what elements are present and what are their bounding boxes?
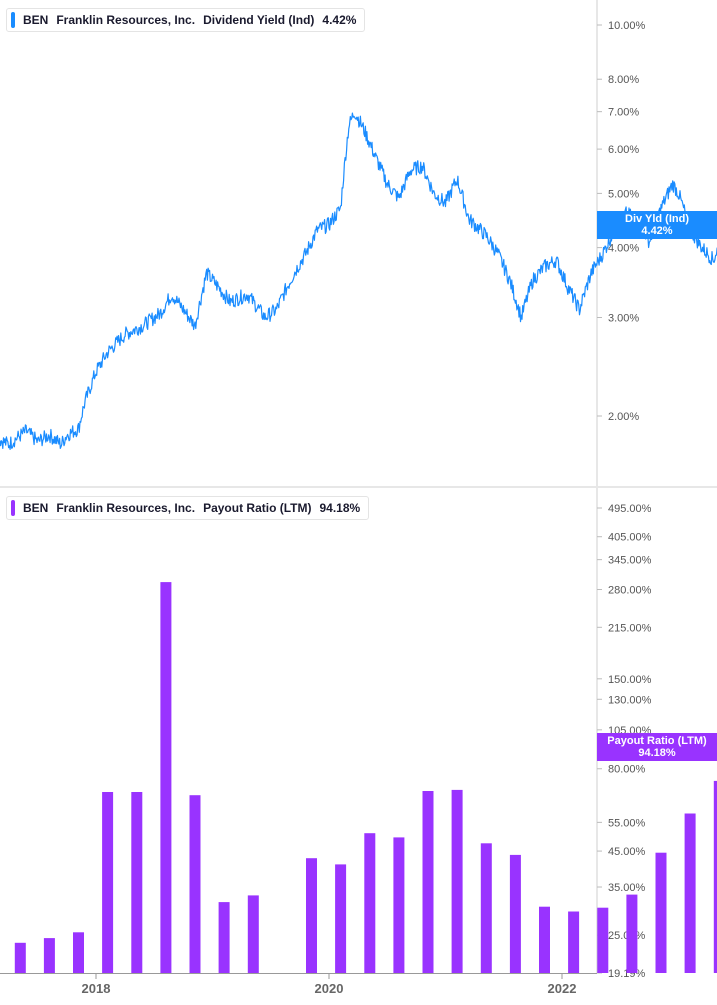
yield-swatch — [11, 12, 15, 28]
payout-tick-label: 150.00% — [608, 674, 652, 686]
yield-axis: 10.00% 8.00% 7.00% 6.00% 5.00% 4.00% 3.00% 2.00… — [0, 0, 717, 488]
legend-metric: Payout Ratio (LTM) — [203, 501, 312, 515]
yield-tag-value: 4.42% — [641, 225, 673, 237]
payout-bar — [451, 789, 463, 973]
payout-bar — [422, 791, 434, 973]
yield-tick-label: 2.00% — [608, 411, 639, 423]
payout-bar — [189, 795, 201, 973]
payout-tick-label: 130.00% — [608, 694, 652, 706]
payout-bar — [393, 837, 405, 973]
payout-bar — [218, 902, 230, 973]
payout-bar — [597, 907, 609, 973]
payout-axis: 495.00% 405.00% 345.00% 280.00% 215.00% 150.0… — [596, 488, 652, 980]
payout-bar — [131, 792, 143, 973]
legend-value: 4.42% — [322, 13, 357, 27]
yield-series-line — [0, 112, 717, 450]
payout-bar — [626, 894, 638, 973]
legend-company: Franklin Resources, Inc. — [56, 501, 196, 515]
legend-value: 94.18% — [319, 501, 361, 515]
legend-metric: Dividend Yield (Ind) — [203, 13, 315, 27]
legend-ticker: BEN — [23, 501, 49, 515]
x-tick-label: 2018 — [82, 981, 111, 996]
legend-company: Franklin Resources, Inc. — [56, 13, 196, 27]
x-tick-label: 2022 — [548, 981, 577, 996]
payout-tick-label: 80.00% — [608, 764, 646, 776]
payout-bars — [14, 582, 717, 973]
payout-bar — [364, 833, 376, 973]
x-axis: 20182020202220242026 — [0, 973, 597, 996]
payout-value-tag: Payout Ratio (LTM) 94.18% — [597, 733, 717, 761]
payout-tick-label: 405.00% — [608, 532, 652, 544]
payout-bar — [713, 780, 717, 973]
payout-bar — [480, 843, 492, 973]
payout-bar — [684, 813, 696, 973]
payout-bar — [568, 911, 580, 973]
x-tick-label: 2020 — [315, 981, 344, 996]
payout-bar — [160, 582, 172, 973]
payout-tick-label: 35.00% — [608, 882, 646, 894]
yield-tick-label: 3.00% — [608, 312, 639, 324]
yield-tick-label: 5.00% — [608, 188, 639, 200]
yield-tick-label: 6.00% — [608, 144, 639, 156]
legend-ticker: BEN — [23, 13, 49, 27]
payout-bar — [509, 854, 521, 973]
payout-tag-label: Payout Ratio (LTM) — [607, 735, 707, 747]
payout-tick-label: 280.00% — [608, 585, 652, 597]
payout-tag-value: 94.18% — [638, 747, 676, 759]
payout-bar — [306, 858, 317, 973]
payout-legend[interactable]: BEN Franklin Resources, Inc. Payout Rati… — [6, 496, 370, 520]
yield-legend[interactable]: BEN Franklin Resources, Inc. Dividend Yi… — [6, 8, 366, 32]
payout-bar — [43, 938, 55, 973]
payout-tick-label: 55.00% — [608, 817, 646, 829]
payout-tick-label: 45.00% — [608, 846, 646, 858]
yield-value-tag: Div Yld (Ind) 4.42% — [597, 211, 717, 239]
payout-bar — [102, 792, 114, 973]
payout-tick-label: 215.00% — [608, 622, 652, 634]
payout-bar — [247, 895, 259, 973]
yield-tick-label: 7.00% — [608, 107, 639, 119]
payout-bar — [655, 852, 667, 973]
payout-tick-label: 345.00% — [608, 555, 652, 567]
payout-tick-label: 495.00% — [608, 503, 652, 515]
yield-tag-label: Div Yld (Ind) — [625, 213, 689, 225]
yield-tick-label: 4.00% — [608, 243, 639, 255]
payout-bar — [539, 906, 550, 973]
payout-bar — [335, 864, 347, 973]
yield-tick-label: 8.00% — [608, 74, 639, 86]
payout-bar — [14, 942, 26, 973]
payout-bar — [73, 932, 84, 973]
payout-swatch — [11, 500, 15, 516]
yield-tick-label: 10.00% — [608, 20, 646, 32]
